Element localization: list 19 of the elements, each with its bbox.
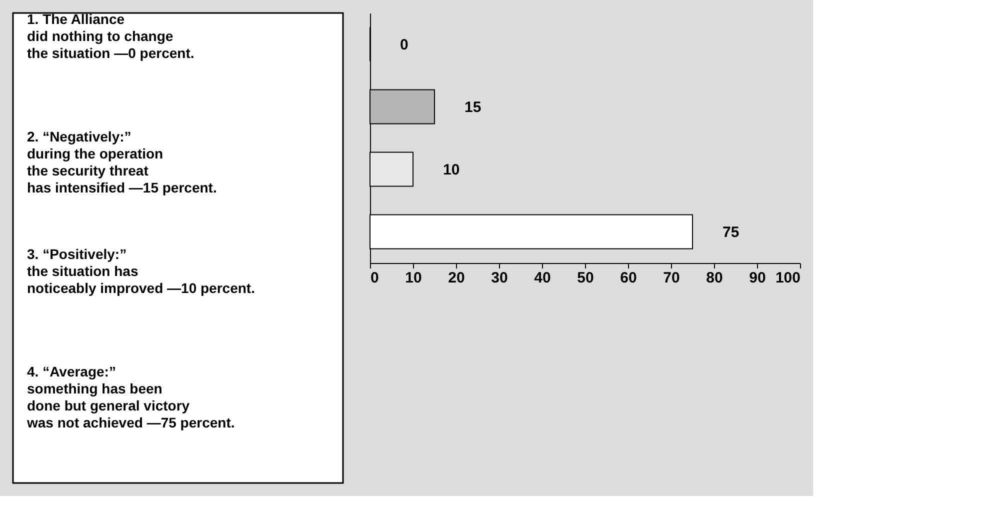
x-tick-label: 60 [620, 270, 637, 286]
x-tick-label: 70 [663, 270, 680, 286]
x-tick-label: 50 [577, 270, 594, 286]
text: 2. “Negatively:” during the operation the security threat has intensified —15 percent. [27, 128, 217, 196]
data-label: 0 [400, 36, 408, 54]
x-tick-label: 90 [749, 270, 766, 286]
x-tick-label: 80 [706, 270, 723, 286]
x-tick-label: 30 [491, 270, 508, 286]
x-tick-label: 10 [405, 270, 422, 286]
x-tick-label: 0 [370, 270, 379, 286]
data-label: 15 [464, 98, 482, 116]
text: 4. “Average:” something has been done but general victory was not achieved —75 percent. [26, 364, 235, 430]
x-tick-label: 40 [534, 270, 551, 286]
data-label: 75 [722, 224, 740, 241]
x-tick-label: 100 [775, 270, 800, 286]
text: 3. “Positively:” the situation has noticeably improved —10 percent. [27, 246, 255, 296]
data-label: 10 [443, 161, 460, 178]
text: 1. The Alliance did nothing to change the situation —0 percent. [27, 11, 194, 61]
x-tick-label: 20 [448, 270, 465, 286]
